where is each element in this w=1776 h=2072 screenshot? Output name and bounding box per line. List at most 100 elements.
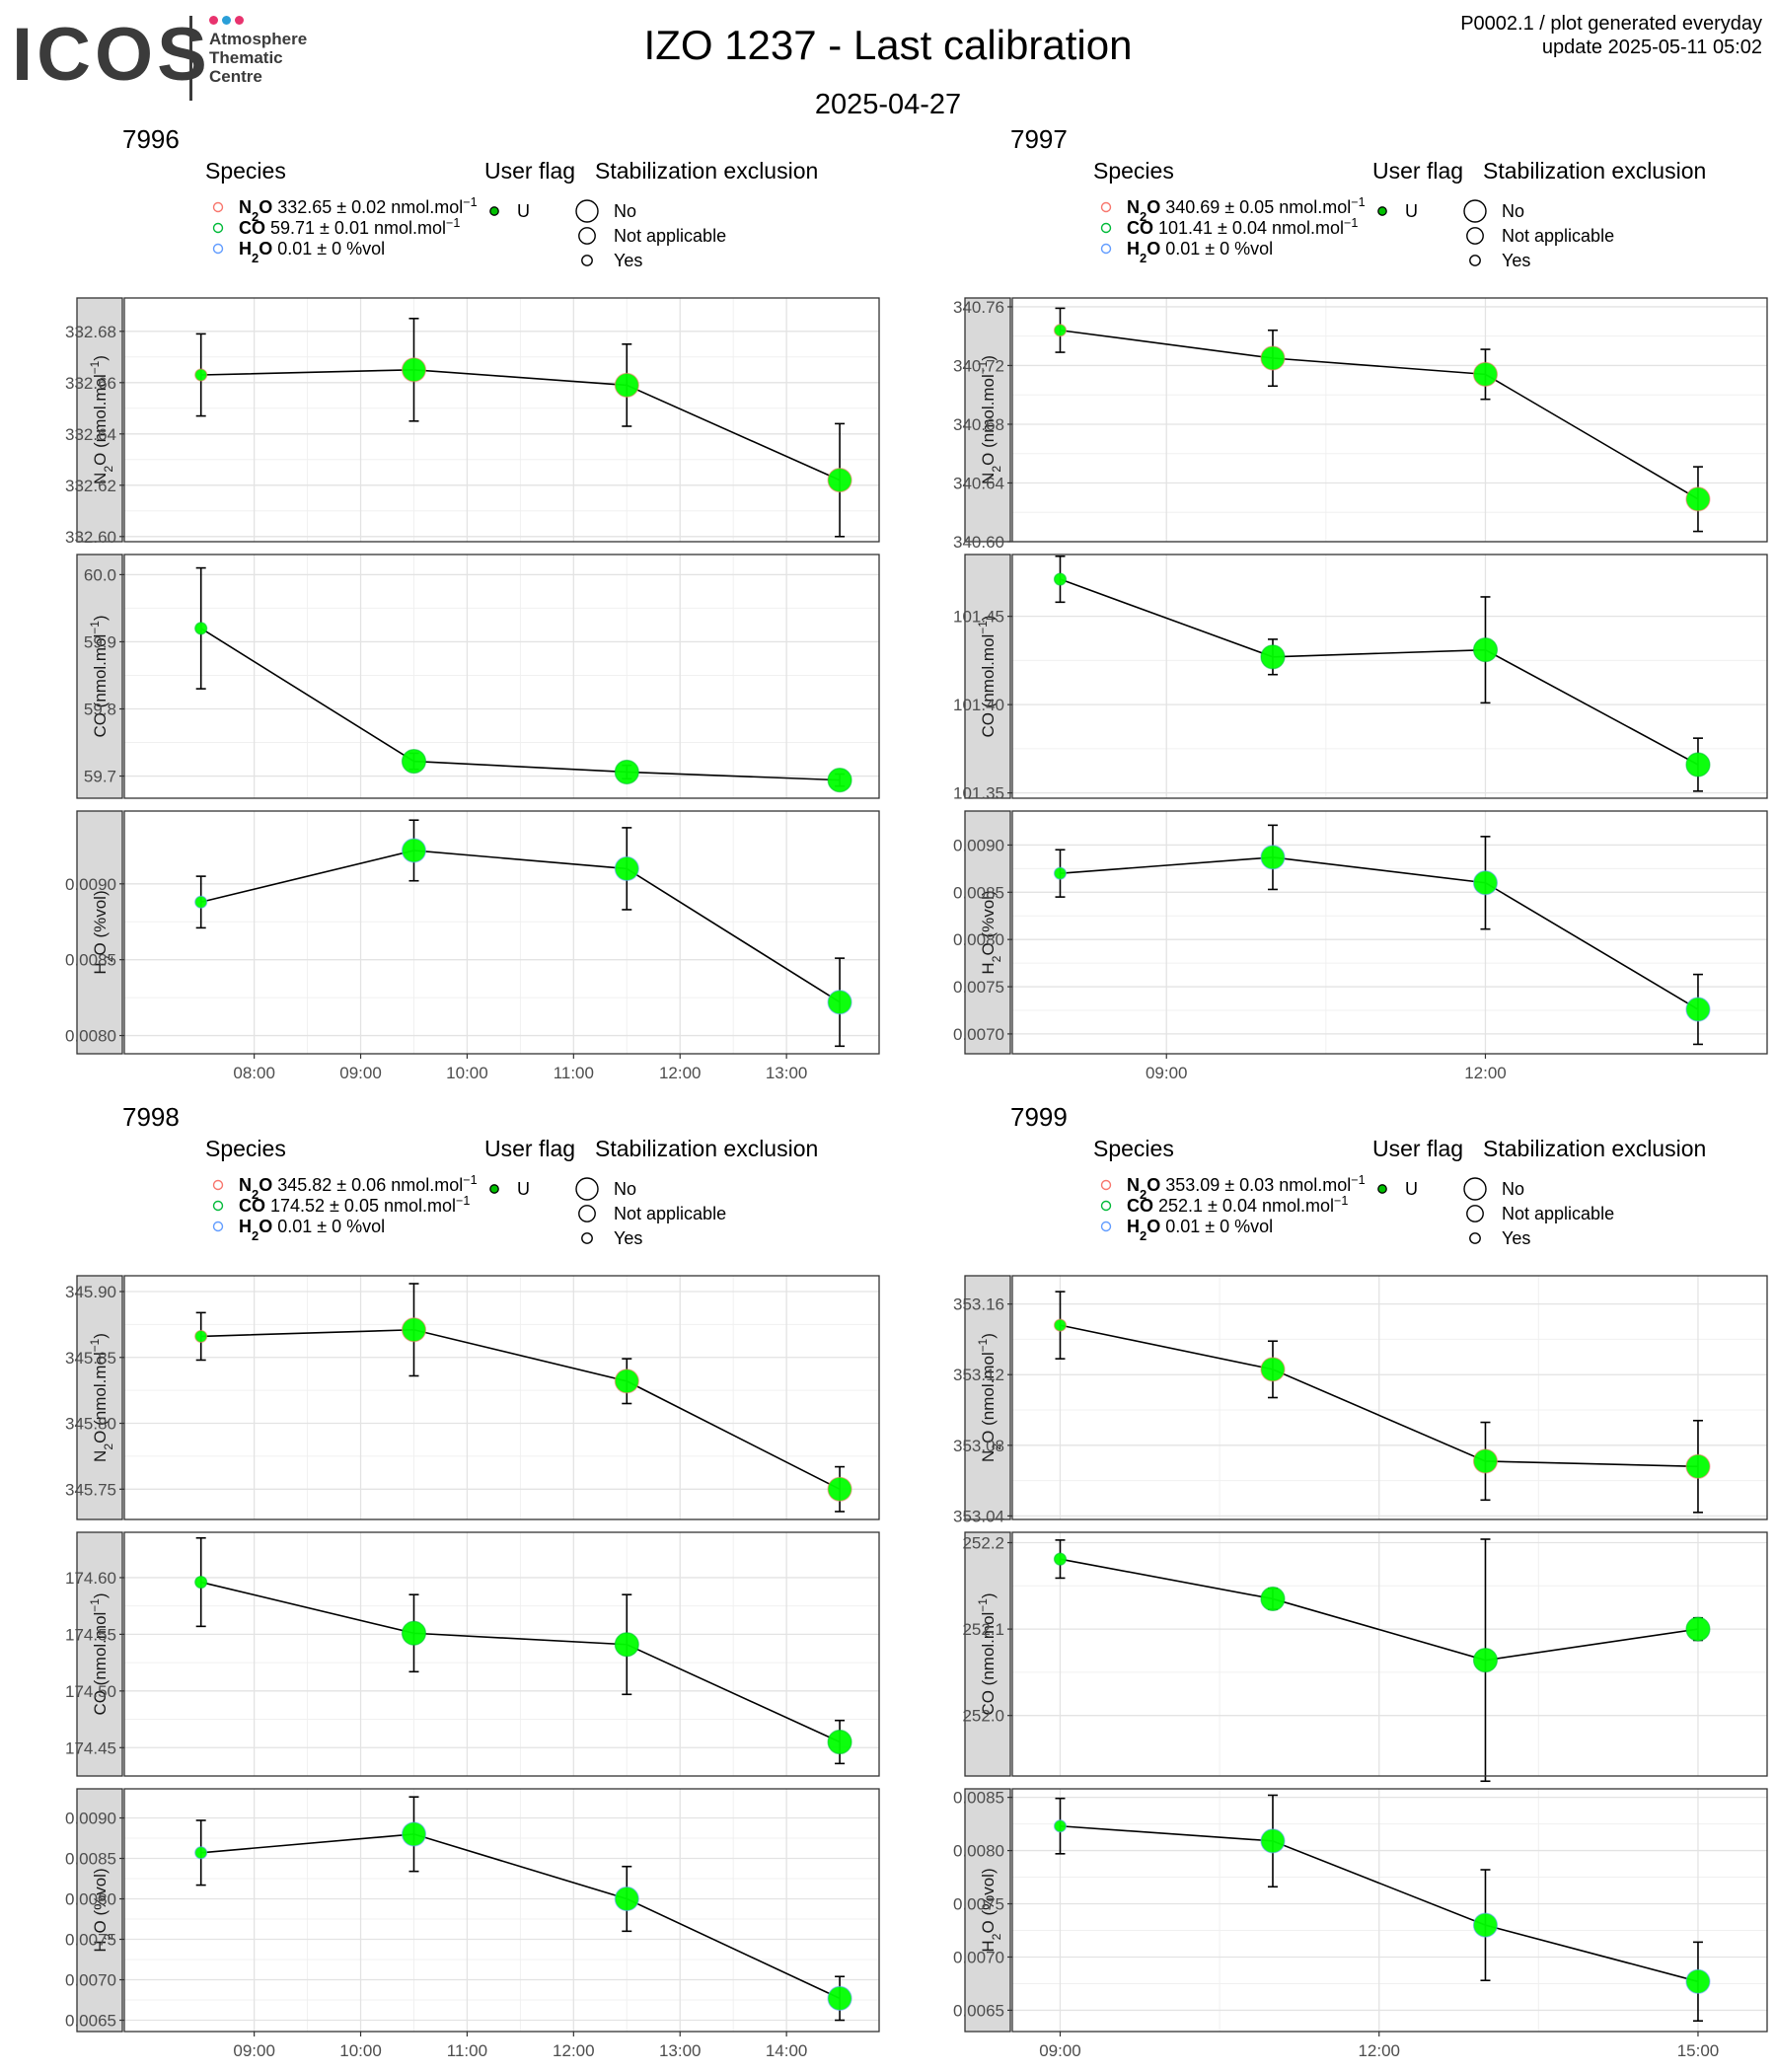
data-point-outline <box>1053 1552 1068 1566</box>
legend-stabilization-key <box>578 227 596 245</box>
panel-H2O: H2O (%vol) 0.0065 0.0070 0.0075 0.0080 0.0085… <box>953 1788 1768 2060</box>
data-point <box>1260 845 1286 870</box>
x-tick-label: 12:00 <box>1358 2041 1400 2060</box>
series-line <box>200 628 841 781</box>
legend-stabilization-no: No <box>614 1179 636 1199</box>
legend-species-N2O: N2O 345.82 ± 0.06 nmol.mol−1 <box>239 1173 478 1202</box>
x-tick-label: 13:00 <box>766 1064 808 1082</box>
station-title: 7998 <box>122 1102 180 1132</box>
panel-strip <box>76 1788 123 2033</box>
data-point <box>1053 1819 1068 1833</box>
data-point-outline <box>401 838 427 863</box>
data-point-outline <box>1472 637 1499 663</box>
logo-dot-2 <box>222 16 231 25</box>
panel-plot-area <box>124 811 879 1054</box>
y-tick-label: 101.35 <box>953 784 1004 803</box>
panel-ylabel: N2O (nmol.mol−1) <box>976 355 1003 484</box>
y-tick-label: 340.64 <box>953 474 1004 492</box>
data-point <box>827 1729 852 1755</box>
legend-stabilization-key <box>1463 1177 1487 1201</box>
logo-sub-line: Atmosphere <box>209 30 308 48</box>
data-point-fill <box>615 856 639 881</box>
panel-H2O: H2O (%vol) 0.0080 0.0085 0.0090 08:00 09:00 10… <box>65 810 880 1082</box>
panel-ylabel: CO (nmol.mol−1) <box>88 615 110 737</box>
y-tick-label: 0.0065 <box>953 2001 1004 2020</box>
panel-ylabel: CO (nmol.mol−1) <box>88 1592 110 1715</box>
data-point-fill <box>402 1317 426 1342</box>
y-tick-label: 332.68 <box>65 323 116 341</box>
data-point-outline <box>1685 486 1711 512</box>
legend-stabilization-key <box>581 255 593 266</box>
legend-stabilization-title: Stabilization exclusion <box>1483 1136 1706 1161</box>
data-point-outline <box>614 759 639 785</box>
y-tick-label: 345.75 <box>65 1480 116 1499</box>
data-point <box>827 990 852 1015</box>
panel-plot-area <box>1012 1789 1767 2032</box>
data-point <box>1472 870 1499 896</box>
plot-meta: P0002.1 / plot generated everyday update… <box>1460 12 1762 59</box>
data-point-outline <box>827 1985 852 2011</box>
data-point <box>614 1632 639 1658</box>
x-tick-label: 12:00 <box>553 2041 595 2060</box>
data-point <box>194 622 208 635</box>
data-point <box>614 759 639 785</box>
series-line <box>200 1328 841 1491</box>
data-point-fill <box>1054 324 1067 336</box>
data-point-fill <box>1473 1648 1498 1672</box>
legend-species-key <box>212 243 224 255</box>
y-tick-label: 101.45 <box>953 608 1004 627</box>
series-line <box>1060 1824 1699 1983</box>
panel-plot-area <box>1012 1532 1767 1776</box>
legend-stabilization-key <box>575 1177 599 1201</box>
legend-species-H2O: H2O 0.01 ± 0 %vol <box>1127 1217 1273 1243</box>
data-point-outline <box>401 1821 427 1847</box>
legend-stabilization-yes: Yes <box>614 1228 642 1248</box>
y-tick-label: 0.0080 <box>65 1027 116 1046</box>
data-point <box>401 1317 427 1343</box>
panel-H2O: H2O (%vol) 0.0065 0.0070 0.0075 0.0080 0.0085… <box>65 1788 880 2060</box>
data-point-outline <box>194 368 208 382</box>
panel-CO: CO (nmol.mol−1) 101.35 101.40 101.45 <box>953 554 1768 803</box>
data-point-outline <box>1685 752 1711 777</box>
panel-ylabel: CO (nmol.mol−1) <box>976 1592 998 1715</box>
y-tick-label: 0.0090 <box>65 1810 116 1828</box>
data-point <box>401 1620 427 1646</box>
data-point <box>1472 1912 1499 1938</box>
logo-sub-line: Thematic <box>209 48 283 67</box>
data-point-outline <box>1053 866 1068 880</box>
panel-N2O: N2O (nmol.mol−1) 345.75 345.80 345.85 345.90 <box>65 1275 880 1520</box>
legend-stabilization-key <box>578 1205 596 1222</box>
legend-stabilization-no: No <box>1502 201 1524 221</box>
legend-stabilization-not-applicable: Not applicable <box>614 226 726 246</box>
data-point-fill <box>1473 1448 1498 1473</box>
data-point <box>1472 1648 1499 1673</box>
panel-border <box>123 297 880 543</box>
page-subtitle: 2025-04-27 <box>814 89 962 120</box>
data-point <box>614 1369 639 1394</box>
y-tick-label: 59.8 <box>84 701 116 719</box>
y-tick-label: 340.68 <box>953 415 1004 434</box>
data-point <box>194 368 208 382</box>
data-point-outline <box>1260 845 1286 870</box>
y-tick-label: 332.64 <box>65 425 116 444</box>
data-point <box>401 748 427 775</box>
legend-stabilization-no: No <box>1502 1179 1524 1199</box>
legend-stabilization-yes: Yes <box>1502 1228 1530 1248</box>
data-point-fill <box>194 1576 207 1589</box>
data-point <box>827 468 852 493</box>
y-tick-label: 174.60 <box>65 1569 116 1588</box>
data-point-outline <box>194 622 208 635</box>
y-tick-label: 332.60 <box>65 528 116 547</box>
legend-species-key <box>212 222 224 234</box>
legend-species-key <box>1100 1179 1112 1191</box>
y-tick-label: 345.85 <box>65 1349 116 1368</box>
data-point <box>1053 324 1068 337</box>
data-point-fill <box>1685 1454 1710 1479</box>
meta-line-update: update 2025-05-11 05:02 <box>1541 37 1762 58</box>
y-tick-label: 353.16 <box>953 1295 1004 1314</box>
legend-stabilization-title: Stabilization exclusion <box>595 1136 818 1161</box>
legend-species-H2O: H2O 0.01 ± 0 %vol <box>239 239 385 265</box>
panel-strip <box>76 1275 123 1520</box>
data-point <box>1685 1453 1711 1479</box>
